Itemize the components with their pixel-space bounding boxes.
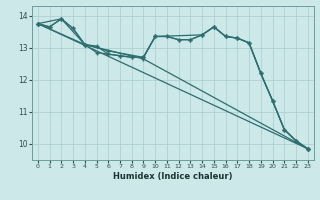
X-axis label: Humidex (Indice chaleur): Humidex (Indice chaleur) — [113, 172, 233, 181]
